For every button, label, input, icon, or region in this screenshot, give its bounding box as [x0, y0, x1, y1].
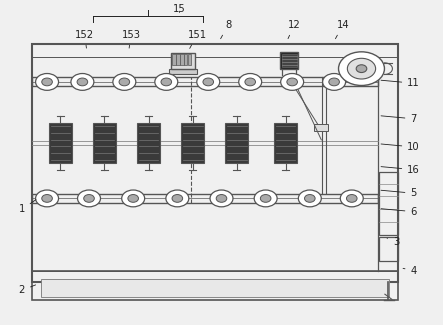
- Circle shape: [35, 190, 58, 207]
- Bar: [49, 123, 72, 163]
- Circle shape: [245, 78, 256, 86]
- Text: 6: 6: [381, 207, 417, 217]
- Circle shape: [346, 195, 357, 202]
- Text: 10: 10: [381, 142, 420, 152]
- Circle shape: [203, 78, 214, 86]
- Circle shape: [35, 73, 58, 90]
- Circle shape: [42, 195, 52, 202]
- Bar: [41, 279, 389, 297]
- Circle shape: [77, 78, 88, 86]
- Circle shape: [329, 78, 339, 86]
- Bar: [32, 194, 378, 203]
- Circle shape: [239, 73, 262, 90]
- Circle shape: [84, 195, 94, 202]
- Circle shape: [338, 52, 385, 85]
- Text: 15: 15: [173, 4, 186, 14]
- Bar: [172, 54, 175, 65]
- Circle shape: [113, 73, 136, 90]
- Bar: [171, 53, 195, 69]
- Circle shape: [281, 73, 303, 90]
- Circle shape: [42, 78, 52, 86]
- Bar: [379, 172, 398, 235]
- Circle shape: [71, 73, 94, 90]
- Text: 11: 11: [381, 78, 420, 88]
- Circle shape: [197, 73, 220, 90]
- Circle shape: [172, 195, 183, 202]
- Circle shape: [304, 195, 315, 202]
- Bar: [32, 271, 398, 300]
- Circle shape: [254, 190, 277, 207]
- Circle shape: [78, 190, 101, 207]
- Bar: [176, 54, 179, 65]
- Text: 5: 5: [381, 188, 417, 198]
- Text: 2: 2: [19, 285, 35, 295]
- Text: 8: 8: [221, 20, 231, 39]
- Bar: [181, 123, 204, 163]
- Circle shape: [356, 65, 367, 72]
- Circle shape: [347, 58, 376, 79]
- Text: 153: 153: [121, 30, 140, 48]
- Circle shape: [155, 73, 178, 90]
- Bar: [180, 54, 183, 65]
- Circle shape: [323, 73, 346, 90]
- Bar: [32, 77, 378, 86]
- Circle shape: [340, 190, 363, 207]
- Text: 152: 152: [75, 30, 94, 48]
- Circle shape: [161, 78, 171, 86]
- Bar: [188, 54, 191, 65]
- Bar: [93, 123, 116, 163]
- Bar: [280, 51, 298, 69]
- Text: 12: 12: [288, 20, 301, 39]
- Circle shape: [119, 78, 130, 86]
- Circle shape: [166, 190, 189, 207]
- Circle shape: [210, 190, 233, 207]
- Bar: [282, 54, 296, 67]
- Bar: [314, 124, 328, 131]
- Circle shape: [298, 190, 321, 207]
- Circle shape: [216, 195, 227, 202]
- Circle shape: [287, 78, 297, 86]
- Text: 1: 1: [19, 200, 36, 214]
- Bar: [168, 69, 197, 74]
- Circle shape: [122, 190, 145, 207]
- Bar: [137, 123, 160, 163]
- Bar: [32, 45, 398, 282]
- Text: 151: 151: [188, 30, 207, 48]
- Text: 14: 14: [335, 20, 349, 39]
- Text: 3: 3: [387, 237, 399, 247]
- Bar: [274, 123, 297, 163]
- Circle shape: [128, 195, 139, 202]
- Text: 4: 4: [403, 266, 417, 276]
- Circle shape: [260, 195, 271, 202]
- Text: 7: 7: [381, 114, 417, 124]
- Text: 16: 16: [381, 165, 420, 175]
- Bar: [225, 123, 249, 163]
- Bar: [379, 237, 398, 261]
- Bar: [184, 54, 187, 65]
